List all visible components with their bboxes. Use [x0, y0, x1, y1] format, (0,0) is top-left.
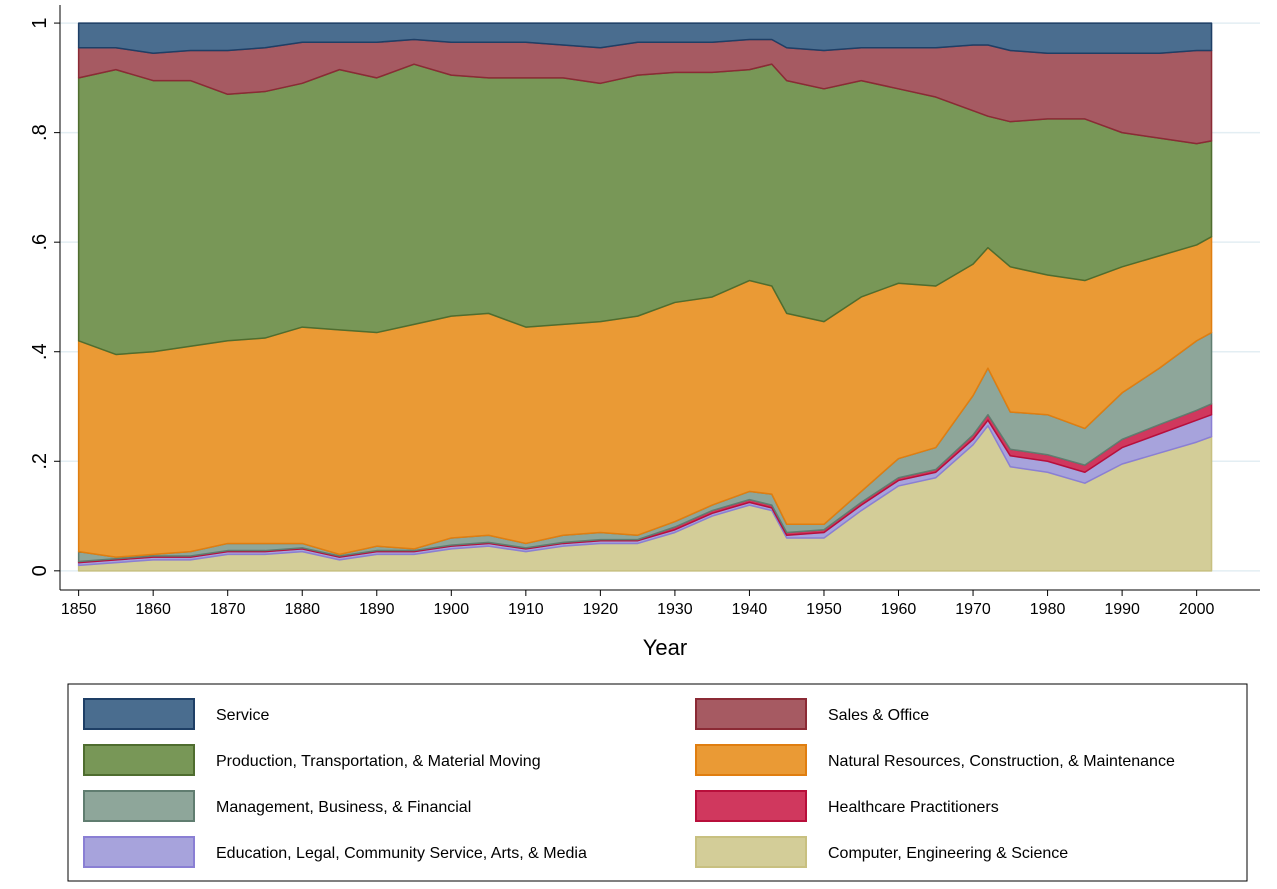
legend-label: Education, Legal, Community Service, Art…: [216, 845, 587, 862]
area: [77, 22, 1213, 54]
y-tick-label: .4: [29, 343, 51, 360]
x-tick-label: 2000: [1179, 601, 1215, 618]
x-axis-label: Year: [643, 635, 687, 660]
x-tick-label: 1900: [434, 601, 470, 618]
legend-swatch: [695, 836, 807, 868]
x-tick-label: 1930: [657, 601, 693, 618]
y-tick-label: 0: [29, 565, 51, 576]
legend-swatch: [695, 744, 807, 776]
legend-label: Service: [216, 707, 269, 724]
x-tick-label: 1850: [61, 601, 97, 618]
x-tick-label: 1920: [583, 601, 619, 618]
x-tick-label: 1980: [1030, 601, 1066, 618]
legend-swatch: [83, 836, 195, 868]
legend-swatch: [83, 698, 195, 730]
x-tick-label: 1990: [1104, 601, 1140, 618]
x-tick-label: 1950: [806, 601, 842, 618]
legend-box: [67, 683, 1248, 882]
x-tick-label: 1940: [732, 601, 768, 618]
legend-label: Sales & Office: [828, 707, 929, 724]
legend-label: Computer, Engineering & Science: [828, 845, 1068, 862]
y-tick-label: .6: [29, 234, 51, 251]
legend-label: Management, Business, & Financial: [216, 799, 471, 816]
legend-swatch: [83, 790, 195, 822]
x-tick-label: 1970: [955, 601, 991, 618]
y-tick-label: .8: [29, 124, 51, 141]
x-tick-label: 1890: [359, 601, 395, 618]
legend-label: Production, Transportation, & Material M…: [216, 753, 541, 770]
legend-label: Healthcare Practitioners: [828, 799, 999, 816]
x-tick-label: 1910: [508, 601, 544, 618]
y-tick-label: 1: [29, 18, 51, 29]
x-tick-label: 1880: [284, 601, 320, 618]
legend-swatch: [695, 698, 807, 730]
legend-swatch: [695, 790, 807, 822]
legend-label: Natural Resources, Construction, & Maint…: [828, 753, 1175, 770]
legend-swatch: [83, 744, 195, 776]
x-tick-label: 1960: [881, 601, 917, 618]
y-tick-label: .2: [29, 453, 51, 470]
x-tick-label: 1870: [210, 601, 246, 618]
x-tick-label: 1860: [135, 601, 171, 618]
